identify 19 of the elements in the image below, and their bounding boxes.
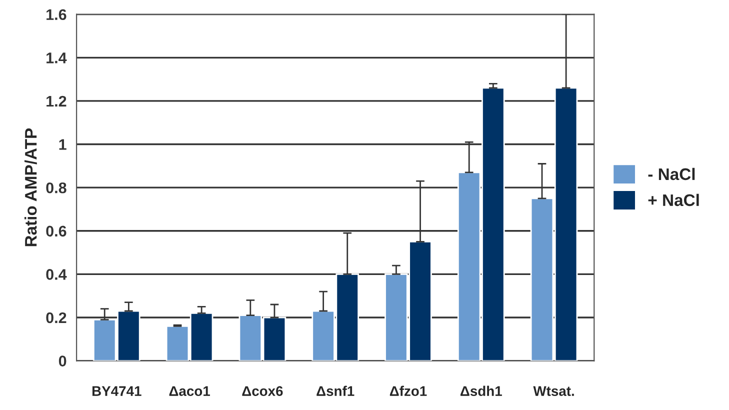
y-tick-label: 0.8 <box>46 182 66 194</box>
legend-label: + NaCl <box>648 194 699 206</box>
y-tick-label: 0.2 <box>46 312 66 324</box>
y-tick-label: 1 <box>59 139 66 150</box>
x-tick-label: Wtsat. <box>533 386 574 396</box>
y-axis-title: Ratio AMP/ATP <box>24 128 37 246</box>
x-tick-label: Δsdh1 <box>460 386 502 396</box>
x-tick-label: BY4741 <box>92 386 142 396</box>
x-tick-label: Δcox6 <box>242 386 283 396</box>
y-tick-label: 0.6 <box>46 226 66 237</box>
legend-label: - NaCl <box>648 168 695 180</box>
y-tick-label: 0 <box>58 356 66 366</box>
y-tick-label: 1.6 <box>46 9 66 20</box>
x-tick-label: Δsnf1 <box>316 386 354 396</box>
y-tick-label: 1.4 <box>46 52 67 64</box>
y-tick-label: 1.2 <box>46 96 66 106</box>
y-tick-label: 0.4 <box>46 269 67 280</box>
x-tick-label: Δfzo1 <box>390 386 427 396</box>
x-tick-label: Δaco1 <box>169 386 210 396</box>
